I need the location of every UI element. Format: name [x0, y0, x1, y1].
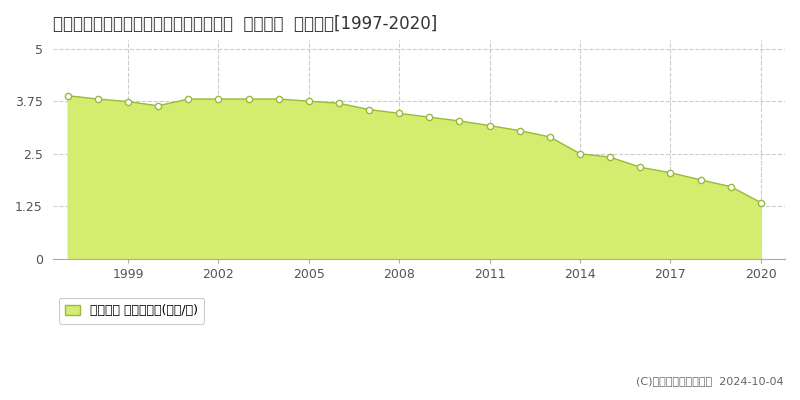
- Text: 北海道古平郡古平町大字浜町２９８番４  基準地価  地価推移[1997-2020]: 北海道古平郡古平町大字浜町２９８番４ 基準地価 地価推移[1997-2020]: [53, 15, 437, 33]
- Legend: 基準地価 平均坪単価(万円/坪): 基準地価 平均坪単価(万円/坪): [59, 298, 204, 324]
- Text: (C)土地価格ドットコム  2024-10-04: (C)土地価格ドットコム 2024-10-04: [636, 376, 784, 386]
